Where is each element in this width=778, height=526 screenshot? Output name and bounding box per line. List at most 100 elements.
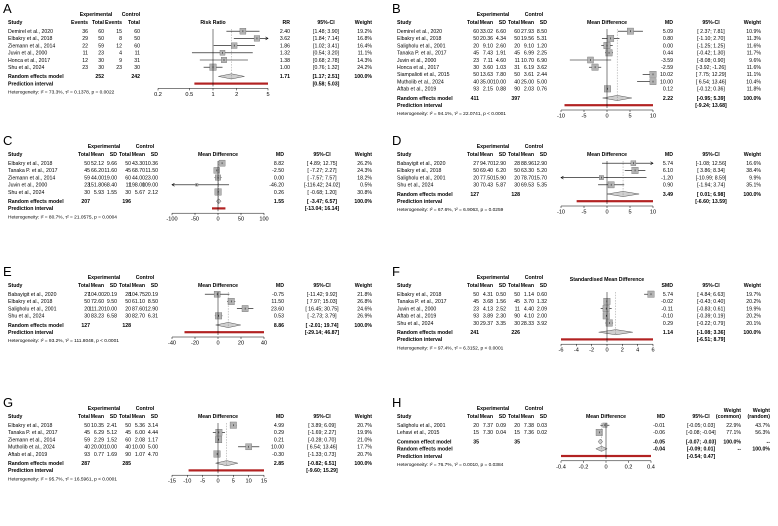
x-axis-tick-label: 5 [628, 210, 631, 216]
study-value: 45 [125, 168, 131, 174]
ci-value: [-0.39; 0.19] [697, 314, 725, 320]
study-value: 33.02 [480, 29, 493, 35]
study-value: 44.00 [132, 175, 145, 181]
study-value: 30 [473, 183, 479, 189]
heterogeneity-text: Heterogeneity: I² = 67.6%, τ² = 6.9063, … [397, 207, 504, 213]
x-axis-tick-label: -15 [168, 479, 176, 485]
study-name: Shu et al., 2024 [397, 183, 433, 189]
summary-weight: 100.0% [354, 199, 372, 205]
panel-letter: D [392, 133, 401, 148]
summary-total: 196 [122, 199, 131, 205]
study-value: 0.88 [496, 87, 506, 93]
header-col: Total [467, 414, 480, 420]
study-name: Juvin et al., 2000 [397, 58, 436, 64]
study-value: 20 [473, 423, 479, 429]
study-value: 5.35 [537, 183, 547, 189]
forest-plot-panel-f: F Experimental Control Study Total Mean SD Tota… [389, 263, 778, 394]
study-value: 31 [134, 58, 140, 64]
study-name: Saligholu et al., 2001 [397, 423, 446, 429]
study-value: 13.63 [480, 72, 493, 78]
study-value: 70.43 [480, 183, 493, 189]
weight-value: 30.8% [357, 190, 372, 196]
study-name: Ziemann et al., 2014 [8, 175, 55, 181]
header-study: Study [397, 20, 412, 26]
header-weight2: Weight [753, 408, 770, 414]
estimate-value: -3.59 [661, 58, 673, 64]
ci-value: [-0.43; 0.40] [697, 299, 725, 305]
ci-value: [-0.05; 0.03] [687, 423, 715, 429]
study-name: Tanaka P. et al., 2017 [397, 51, 447, 57]
study-value: 30 [514, 321, 520, 327]
study-value: 104.75 [129, 292, 145, 298]
header-ci: 95%-CI [702, 152, 720, 158]
header-col: Mean [132, 283, 145, 289]
study-value: 50 [84, 161, 90, 167]
header-col: Total [92, 20, 105, 26]
header-study: Study [397, 283, 412, 289]
summary-weight: 100.0% [354, 74, 372, 80]
group-label-experimental: Experimental [477, 144, 510, 150]
prediction-interval-label: Prediction interval [397, 337, 443, 343]
prediction-interval-bar [576, 200, 653, 203]
study-value: 83.23 [91, 314, 104, 320]
estimate-value: 0.90 [663, 183, 673, 189]
study-value: 6.20 [496, 168, 506, 174]
study-value: 3.61 [524, 72, 534, 78]
study-value: 4.34 [496, 36, 506, 42]
study-value: 4.70 [148, 452, 158, 458]
study-value: 20 [84, 306, 90, 312]
summary-ci: [-0.07; -0.03] [686, 439, 717, 445]
ci-value: [-3.92; -1.26] [696, 65, 726, 71]
header-col: SD [540, 414, 547, 420]
ci-value: [-0.83; 0.61] [697, 306, 725, 312]
x-axis-tick-label: 10 [650, 114, 656, 120]
prediction-interval-bar [184, 331, 264, 334]
header-col: Total [128, 20, 141, 26]
study-value: 50 [514, 168, 520, 174]
weight-value: 16.6% [746, 161, 761, 167]
study-value: 27 [473, 161, 479, 167]
study-value: 28 [125, 292, 131, 298]
group-label-experimental: Experimental [88, 275, 121, 281]
header-col: SD [540, 20, 547, 26]
prediction-interval-bar [194, 82, 268, 85]
weight-value: 19.7% [746, 292, 761, 298]
header-ci: 95%-CI [313, 283, 331, 289]
prediction-interval-label: Prediction interval [8, 330, 54, 336]
header-col: Total [467, 283, 480, 289]
study-value: 50 [125, 423, 131, 429]
heterogeneity-text: Heterogeneity: I² = 97.4%, τ² = 6.3152, … [397, 345, 504, 351]
study-value: 1.56 [496, 299, 506, 305]
header-col: Total [78, 414, 91, 420]
header-effect: Mean Difference [198, 152, 238, 158]
weight-value: 24.3% [357, 168, 372, 174]
study-value: 68.40 [104, 183, 117, 189]
pooled-diamond [597, 438, 603, 445]
ci-value: [-1.33; 0.73] [308, 452, 336, 458]
estimate-value: 1.38 [280, 58, 290, 64]
study-name: Shu et al., 2024 [8, 190, 44, 196]
study-name: Tanaka P. et al., 2017 [397, 299, 447, 305]
common-effect-label: Common effect model [397, 439, 452, 445]
prediction-interval-bar [564, 104, 653, 107]
study-value: 6.19 [524, 65, 534, 71]
prediction-interval-label: Prediction interval [397, 454, 443, 460]
header-weight: Weight [744, 152, 761, 158]
estimate-value: 1.32 [280, 51, 290, 57]
study-value: 5.00 [537, 79, 547, 85]
panel-letter: C [3, 133, 12, 148]
summary-total: 252 [95, 74, 104, 80]
study-value: 19.56 [521, 36, 534, 42]
header-col: SD [499, 20, 506, 26]
study-value: 68.70 [132, 168, 145, 174]
weight-value: 11.3% [747, 36, 762, 42]
summary-weight2: -- [767, 439, 771, 445]
study-value: 3.89 [483, 314, 493, 320]
summary-ci: [ -3.47; 6.57] [307, 199, 337, 205]
study-value: 50 [473, 36, 479, 42]
estimate-value: 0.80 [663, 36, 673, 42]
study-value: 20.00 [91, 445, 104, 451]
study-value: 7.36 [524, 430, 534, 436]
ci-value: [ 6.54; 13.46] [696, 79, 727, 85]
